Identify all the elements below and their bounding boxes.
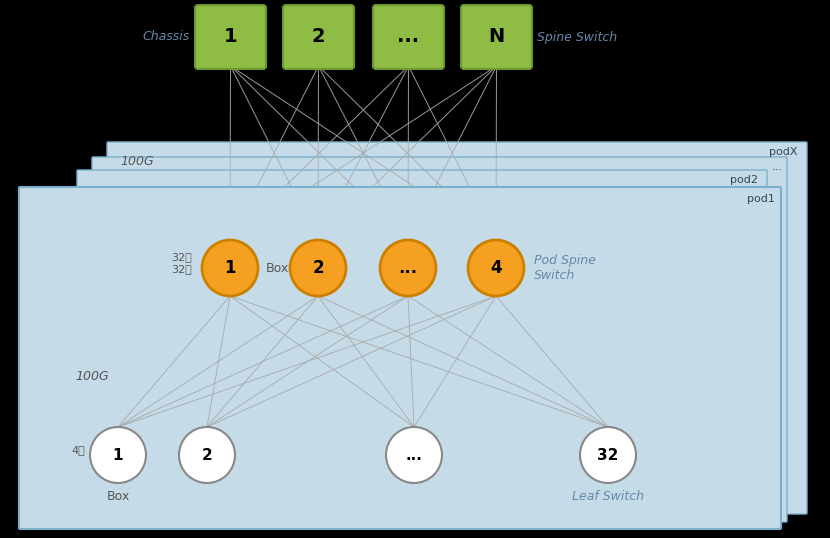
FancyBboxPatch shape	[373, 5, 444, 69]
Text: Box: Box	[106, 490, 129, 503]
Ellipse shape	[290, 240, 346, 296]
FancyBboxPatch shape	[19, 187, 781, 529]
Ellipse shape	[386, 427, 442, 483]
Text: ...: ...	[398, 27, 419, 46]
Text: N: N	[488, 27, 505, 46]
FancyBboxPatch shape	[92, 157, 787, 522]
Ellipse shape	[468, 240, 524, 296]
Text: 32上
32下: 32上 32下	[171, 252, 192, 274]
Ellipse shape	[380, 240, 436, 296]
FancyBboxPatch shape	[283, 5, 354, 69]
Text: ...: ...	[772, 162, 783, 172]
FancyBboxPatch shape	[195, 5, 266, 69]
Ellipse shape	[179, 427, 235, 483]
Text: Box: Box	[266, 261, 289, 274]
Text: 2: 2	[312, 259, 324, 277]
Text: 2: 2	[312, 27, 325, 46]
Ellipse shape	[580, 427, 636, 483]
Text: podX: podX	[769, 147, 797, 157]
Text: 32: 32	[598, 448, 618, 463]
Ellipse shape	[202, 240, 258, 296]
Text: 1: 1	[113, 448, 123, 463]
Text: ...: ...	[398, 259, 417, 277]
Text: 4上: 4上	[71, 445, 85, 455]
FancyBboxPatch shape	[461, 5, 532, 69]
Text: 100G: 100G	[75, 370, 109, 383]
Text: Chassis: Chassis	[143, 31, 190, 44]
Text: pod1: pod1	[747, 194, 775, 204]
Text: 1: 1	[224, 27, 237, 46]
Text: 4: 4	[491, 259, 502, 277]
Text: ...: ...	[406, 448, 422, 463]
Text: 1: 1	[224, 259, 236, 277]
Text: 100G: 100G	[120, 155, 154, 168]
Text: 2: 2	[202, 448, 212, 463]
Ellipse shape	[90, 427, 146, 483]
Text: pod2: pod2	[730, 175, 758, 185]
Text: Spine Switch: Spine Switch	[537, 31, 618, 44]
Text: Pod Spine
Switch: Pod Spine Switch	[534, 254, 596, 282]
Text: Leaf Switch: Leaf Switch	[572, 490, 644, 503]
FancyBboxPatch shape	[77, 170, 767, 528]
FancyBboxPatch shape	[107, 142, 807, 514]
